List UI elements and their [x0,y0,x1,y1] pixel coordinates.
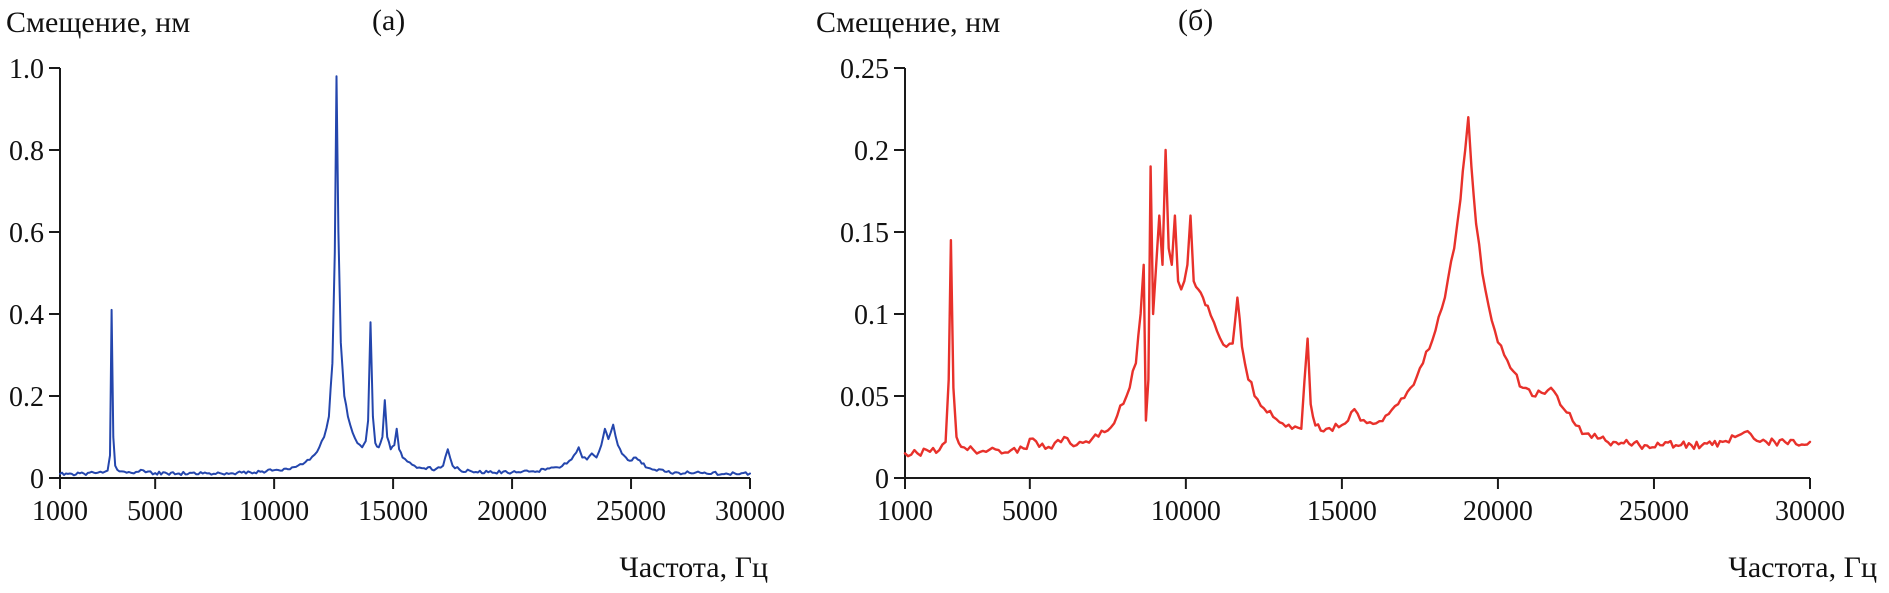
spectrum-chart-a: 1000 5000 10000 15000 20000 25000 30000 0 0.2 0.4… [9,54,785,527]
x-tick-label: 1000 [877,496,933,527]
y-tick-label: 0.15 [840,218,889,249]
panel-label-a: (а) [372,4,406,37]
y-axis-title-b: Смещение, нм [816,6,1001,39]
y-axis-title-a: Смещение, нм [6,6,191,39]
y-tick-label: 0.05 [840,382,889,413]
y-tick-label: 0.8 [9,136,44,167]
x-tick-label: 25000 [1619,496,1689,527]
y-tick-label: 0.1 [854,300,889,331]
panel-b: 1000 5000 10000 15000 20000 25000 30000 0 0.05 0.… [810,0,1889,593]
y-tick-label: 0 [30,464,44,495]
x-tick-label: 30000 [715,496,785,527]
x-tick-label: 1000 [32,496,88,527]
panel-a: 1000 5000 10000 15000 20000 25000 30000 0 0.2 0.4… [0,0,810,593]
x-tick-label: 30000 [1775,496,1845,527]
y-tick-label: 0.6 [9,218,44,249]
x-tick-label: 15000 [358,496,428,527]
x-axis-title-a: Частота, Гц [619,551,768,584]
axes [59,68,750,479]
x-tick-label: 20000 [477,496,547,527]
x-tick-label: 25000 [596,496,666,527]
x-tick-label: 10000 [239,496,309,527]
y-tick-label: 0.2 [9,382,44,413]
spectrum-curve [59,75,751,477]
x-tick-label: 5000 [1002,496,1058,527]
spectrum-chart-b: 1000 5000 10000 15000 20000 25000 30000 0 0.05 0.… [840,54,1845,527]
x-axis-title-b: Частота, Гц [1728,551,1877,584]
x-tick-label: 15000 [1307,496,1377,527]
x-tick-label: 20000 [1463,496,1533,527]
y-tick-label: 0.2 [854,136,889,167]
y-tick-label: 0.4 [9,300,44,331]
x-tick-label: 10000 [1151,496,1221,527]
panel-label-b: (б) [1178,4,1214,37]
y-tick-label: 0 [875,464,889,495]
axes [904,68,1810,479]
x-tick-label: 5000 [127,496,183,527]
spectrum-curve [903,116,1812,458]
y-tick-label: 0.25 [840,54,889,85]
y-tick-label: 1.0 [9,54,44,85]
